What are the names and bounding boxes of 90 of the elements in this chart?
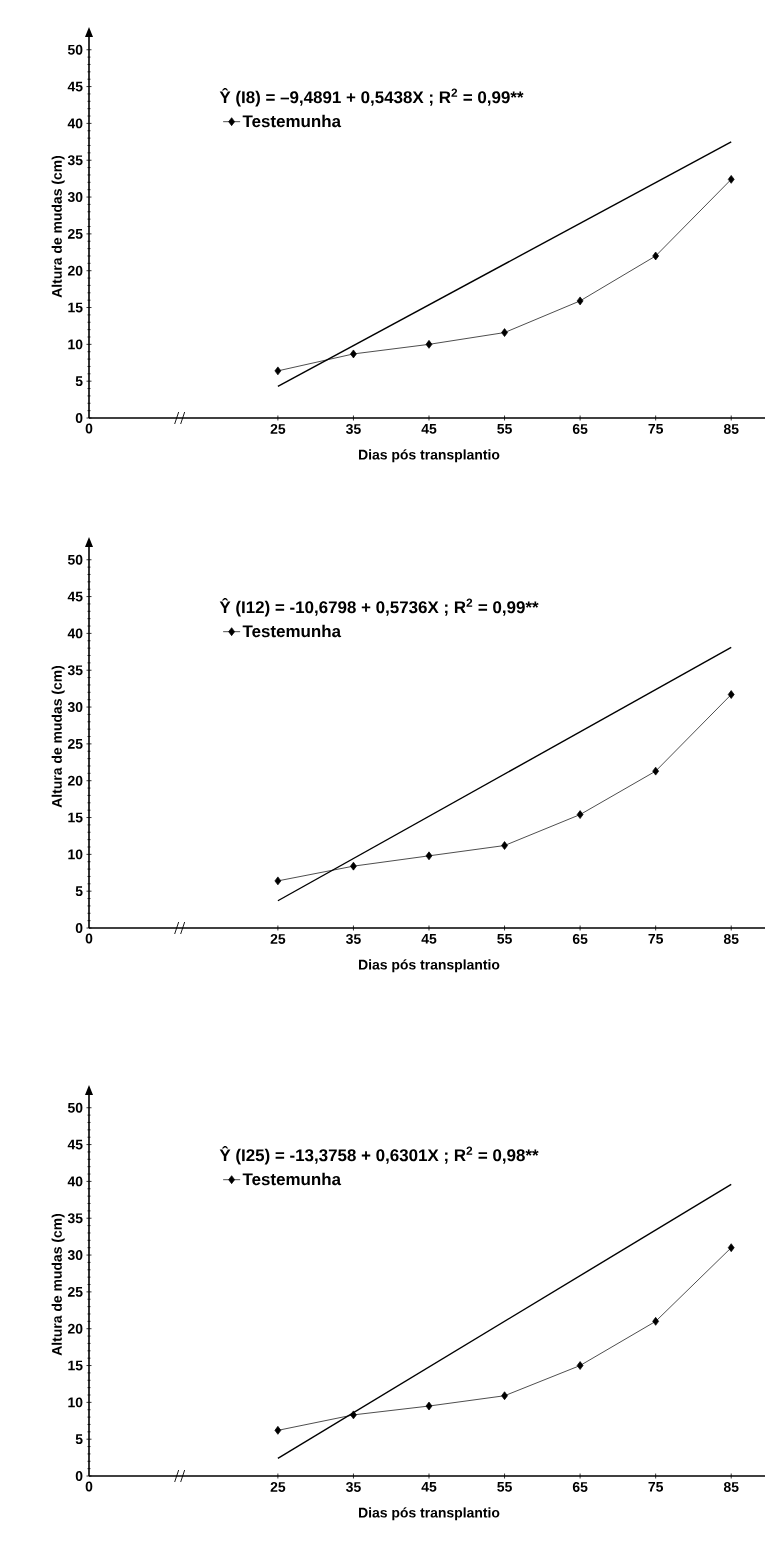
point — [350, 1410, 357, 1420]
y-tick-label: 15 — [68, 1360, 83, 1371]
legend-label: Testemunha — [242, 114, 342, 128]
point — [652, 251, 659, 261]
x-tick-label: 55 — [497, 424, 512, 434]
legend-label: Testemunha — [242, 1172, 342, 1186]
y-tick-label: 10 — [68, 849, 83, 860]
x-tick-label: 85 — [723, 1482, 739, 1492]
point — [727, 175, 735, 184]
legend-label: Testemunha — [242, 624, 342, 638]
y-tick-label: 5 — [75, 1434, 83, 1445]
y-tick-label: 20 — [67, 1323, 83, 1334]
x-tick-label: 35 — [346, 424, 361, 434]
point — [576, 1361, 584, 1370]
y-tick-label: 35 — [67, 155, 83, 166]
y-tick-label: 50 — [67, 44, 83, 55]
point — [501, 841, 508, 850]
x-tick-label: 65 — [572, 1482, 588, 1492]
y-tick-label: 35 — [67, 1213, 83, 1224]
y-tick-label: 40 — [67, 1176, 83, 1187]
y-tick-label: 25 — [67, 1286, 83, 1297]
x-tick-label: 45 — [421, 934, 437, 944]
point — [576, 810, 584, 819]
y-tick-label: 45 — [67, 1139, 83, 1150]
y-tick-label: 25 — [67, 738, 83, 749]
y-tick-label: 5 — [75, 376, 83, 387]
y-tick-label: 45 — [67, 81, 83, 92]
point — [501, 328, 508, 337]
y-tick-label: 30 — [67, 702, 83, 712]
point — [501, 1391, 508, 1401]
annotation: Ŷ (I12) = -10,6798 + 0,5736X ; R$^{2}$ = 0,99** — [219, 597, 539, 617]
annotation: Ŷ (I25) = -13,3758 + 0,6301X ; R$^{2}$ = 0,98** — [219, 1145, 539, 1165]
x-tick-label: 45 — [421, 424, 437, 434]
y-tick-label: 45 — [67, 591, 83, 602]
point — [274, 366, 282, 376]
x-tick-label: 65 — [572, 934, 588, 944]
y-tick-label: 30 — [67, 192, 83, 202]
point — [727, 1243, 735, 1253]
y-tick-label: 25 — [67, 228, 83, 239]
point — [727, 690, 735, 699]
x-tick-label: 55 — [497, 934, 512, 944]
y-tick-label: 5 — [75, 886, 83, 897]
x-tick-label: 85 — [723, 424, 739, 434]
y-axis-title: Altura de mudas (cm) — [51, 155, 65, 298]
y-tick-label: 50 — [67, 1102, 83, 1113]
x-axis-title: Dias pós transplantio — [359, 959, 500, 973]
x-tick-label: 0 — [85, 933, 93, 944]
y-axis-title: Altura de mudas (cm) — [51, 1213, 65, 1356]
point — [350, 349, 357, 359]
y-tick-label: 20 — [67, 775, 83, 786]
point — [350, 861, 357, 871]
point — [652, 1317, 659, 1326]
y-tick-label: 0 — [75, 923, 83, 933]
y-tick-label: 20 — [67, 265, 83, 276]
x-tick-label: 0 — [85, 423, 93, 434]
x-tick-label: 55 — [497, 1482, 512, 1492]
y-tick-label: 15 — [68, 302, 83, 313]
x-tick-label: 85 — [723, 934, 739, 944]
annotation: Ŷ (I8) = –9,4891 + 0,5438X ; R$^{2}$ = 0,99** — [219, 87, 524, 107]
x-tick-label: 0 — [85, 1481, 93, 1492]
point — [425, 340, 433, 349]
y-axis-title: Altura de mudas (cm) — [51, 665, 65, 808]
y-tick-label: 35 — [67, 665, 83, 676]
x-tick-label: 75 — [648, 1482, 664, 1492]
y-tick-label: 0 — [75, 413, 83, 423]
x-tick-label: 65 — [572, 424, 588, 434]
point — [274, 1426, 282, 1435]
y-tick-label: 15 — [68, 812, 83, 823]
x-tick-label: 25 — [270, 424, 286, 434]
x-axis-title: Dias pós transplantio — [359, 1507, 500, 1521]
y-tick-label: 10 — [68, 1397, 83, 1408]
y-tick-label: 40 — [67, 628, 83, 639]
x-tick-label: 75 — [648, 424, 664, 434]
x-tick-label: 35 — [346, 1482, 361, 1492]
point — [425, 851, 433, 861]
point — [274, 876, 282, 886]
x-tick-label: 45 — [421, 1482, 437, 1492]
x-tick-label: 35 — [346, 934, 361, 944]
point — [652, 766, 659, 776]
y-tick-label: 0 — [75, 1471, 83, 1481]
x-axis-title: Dias pós transplantio — [359, 449, 500, 463]
y-tick-label: 50 — [67, 554, 83, 565]
y-tick-label: 40 — [67, 118, 83, 129]
x-tick-label: 75 — [648, 934, 664, 944]
y-tick-label: 10 — [68, 339, 83, 350]
point — [425, 1401, 433, 1411]
y-tick-label: 30 — [67, 1250, 83, 1260]
point — [576, 296, 584, 306]
x-tick-label: 25 — [270, 934, 286, 944]
x-tick-label: 25 — [270, 1482, 286, 1492]
